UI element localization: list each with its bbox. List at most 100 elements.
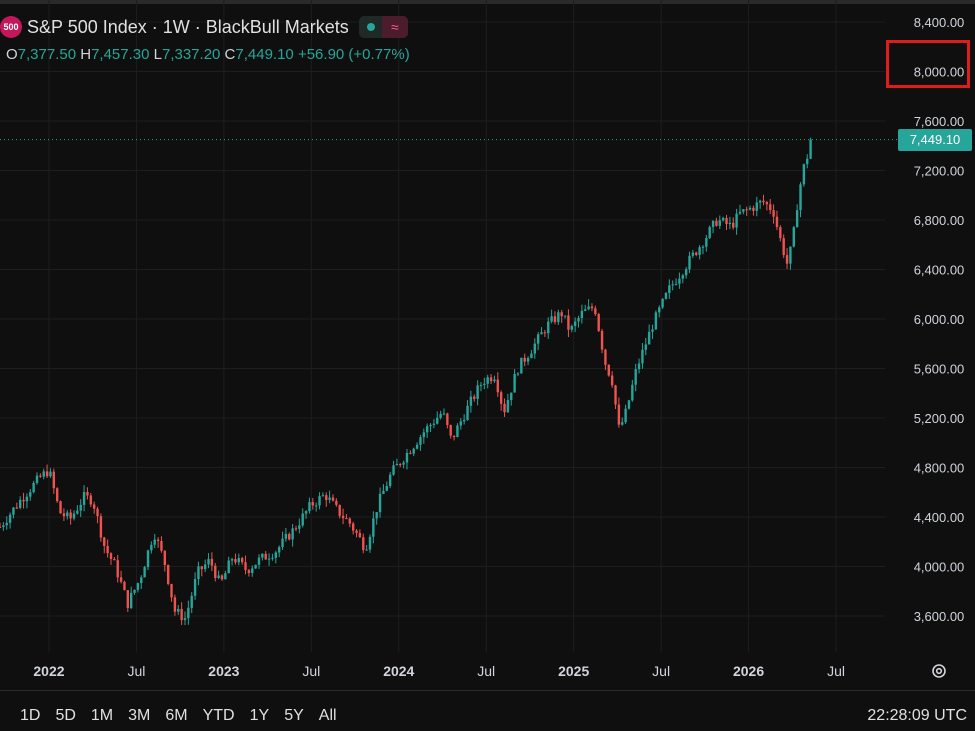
candle-body xyxy=(382,490,385,494)
candle-body xyxy=(466,405,469,421)
candle-body xyxy=(809,139,812,159)
range-5y[interactable]: 5Y xyxy=(284,707,304,724)
gear-icon[interactable] xyxy=(930,662,948,680)
candle-body xyxy=(96,508,99,517)
candle-body xyxy=(499,392,503,404)
wave-icon[interactable]: ≈ xyxy=(381,16,408,38)
chart-title[interactable]: S&P 500 Index · 1W · BlackBull Markets xyxy=(27,16,349,37)
candle-body xyxy=(234,559,237,563)
candle-body xyxy=(617,404,621,425)
candle-body xyxy=(415,444,419,449)
candle-body xyxy=(18,499,22,508)
candle-body xyxy=(540,332,543,335)
candle-body xyxy=(113,558,116,561)
candle-body xyxy=(567,315,570,330)
candle-body xyxy=(799,184,802,211)
candle-body xyxy=(429,424,432,427)
candle-body xyxy=(240,558,244,563)
candle-body xyxy=(378,493,382,513)
candle-body xyxy=(419,437,422,445)
candle-body xyxy=(456,425,459,438)
candle-body xyxy=(557,312,560,323)
candle-body xyxy=(348,518,352,524)
candle-body xyxy=(200,566,204,570)
candle-body xyxy=(637,363,641,370)
candle-body xyxy=(452,435,456,438)
candle-body xyxy=(520,357,523,374)
candle-body xyxy=(486,377,489,384)
range-3m[interactable]: 3M xyxy=(128,707,151,724)
candle-body xyxy=(331,497,335,501)
y-tick-label: 7,600.00 xyxy=(914,114,965,129)
utc-clock[interactable]: 22:28:09 UTC xyxy=(867,707,967,724)
candle-body xyxy=(244,562,247,571)
candle-body xyxy=(479,384,483,386)
candle-body xyxy=(779,227,782,239)
y-tick-label: 3,600.00 xyxy=(914,609,965,624)
low-key: L xyxy=(153,46,162,63)
candle-body xyxy=(607,364,610,376)
range-6m[interactable]: 6M xyxy=(165,707,188,724)
candle-body xyxy=(523,357,526,362)
candle-body xyxy=(15,507,19,509)
candle-body xyxy=(506,400,510,413)
x-axis[interactable]: 2022 Jul 2023 Jul 2024 Jul 2025 Jul 2026 Jul xyxy=(33,663,845,679)
candle-body xyxy=(533,343,536,354)
candle-body xyxy=(634,369,637,385)
candle-body xyxy=(281,538,284,548)
candle-body xyxy=(425,426,429,433)
symbol-badge[interactable]: 500 xyxy=(0,16,22,38)
x-tick-label: Jul xyxy=(827,663,845,679)
candle-body xyxy=(230,559,234,561)
y-tick-label: 8,000.00 xyxy=(914,65,965,80)
candle-body xyxy=(469,396,473,406)
candle-body xyxy=(610,375,614,386)
candle-body xyxy=(594,308,597,315)
candle-body xyxy=(550,316,553,322)
candle-body xyxy=(52,471,56,489)
candle-body xyxy=(597,314,600,331)
candle-body xyxy=(526,358,530,362)
candle-body xyxy=(267,558,271,560)
candle-body xyxy=(355,530,358,533)
range-1m[interactable]: 1M xyxy=(90,707,114,724)
candle-body xyxy=(79,504,82,511)
candle-body xyxy=(271,557,274,559)
candle-body xyxy=(12,507,15,515)
price-chart[interactable]: 3,600.00 4,000.00 4,400.00 4,800.00 5,200.00… xyxy=(0,0,975,690)
candle-body xyxy=(341,515,345,519)
status-pill[interactable]: ≈ xyxy=(358,16,408,38)
candle-body xyxy=(156,539,160,541)
candle-body xyxy=(769,204,772,211)
range-1y[interactable]: 1Y xyxy=(249,707,270,724)
candle-body xyxy=(802,164,806,185)
candle-body xyxy=(123,581,126,591)
candle-body xyxy=(711,220,715,228)
candle-body xyxy=(560,312,563,317)
high-value: 7,457.30 xyxy=(91,46,150,63)
range-5d[interactable]: 5D xyxy=(55,707,76,724)
change-value: +56.90 (+0.77%) xyxy=(297,46,410,63)
range-ytd[interactable]: YTD xyxy=(202,707,235,724)
candle-body xyxy=(69,512,72,519)
open-value: 7,377.50 xyxy=(17,46,77,63)
candle-body xyxy=(29,492,32,497)
candle-body xyxy=(99,516,103,538)
candle-body xyxy=(742,209,745,212)
candle-body xyxy=(301,513,304,526)
candle-body xyxy=(547,321,550,334)
candle-body xyxy=(140,577,143,584)
candle-body xyxy=(785,255,789,264)
candle-body xyxy=(715,220,718,226)
candle-body xyxy=(321,495,325,497)
range-all[interactable]: All xyxy=(318,707,337,724)
range-1d[interactable]: 1D xyxy=(20,707,41,724)
candle-body xyxy=(335,500,338,505)
candle-body xyxy=(678,278,681,284)
bottom-toolbar: 1D 5D 1M 3M 6M YTD 1Y 5Y All 22:28:09 UT… xyxy=(0,690,975,731)
candle-body xyxy=(5,522,8,526)
y-axis[interactable]: 3,600.00 4,000.00 4,400.00 4,800.00 5,200.00… xyxy=(914,15,965,624)
candle-body xyxy=(89,495,93,505)
candle-body xyxy=(254,564,257,569)
candle-body xyxy=(25,496,29,502)
